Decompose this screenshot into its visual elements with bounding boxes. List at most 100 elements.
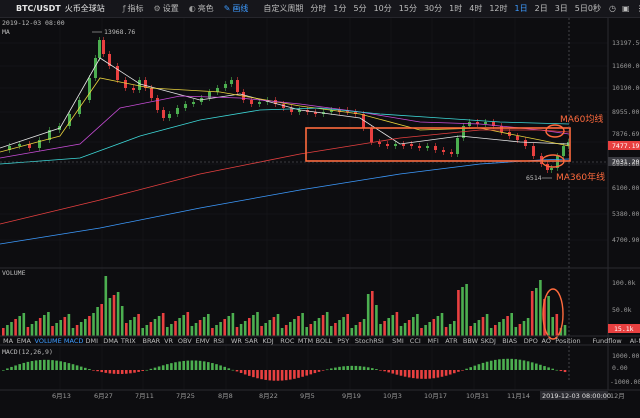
period-tab-4[interactable]: 10分 — [373, 4, 392, 13]
indicator-tab-dma[interactable]: DMA — [103, 337, 119, 345]
candle-body — [386, 144, 389, 146]
indicator-tab-stochrsi[interactable]: StochRSI — [355, 337, 384, 345]
more-icon[interactable]: ⋮ — [636, 4, 640, 13]
indicator-tab-dpo[interactable]: DPO — [524, 337, 538, 345]
macd-bar — [51, 360, 54, 370]
color-button[interactable]: ◐ 亮色 — [189, 3, 214, 14]
chart-area[interactable]: 2019-12-03 08:00 MA 13968.76 6514 MA60均线… — [0, 18, 640, 418]
volume-bar — [26, 327, 30, 336]
period-tab-7[interactable]: 1时 — [449, 4, 463, 13]
volume-bar — [153, 319, 157, 336]
period-tab-8[interactable]: 4时 — [469, 4, 483, 13]
volume-bar — [248, 318, 251, 336]
period-tab-3[interactable]: 5分 — [353, 4, 367, 13]
macd-bar — [211, 363, 214, 370]
indicator-tab-vr[interactable]: VR — [164, 337, 173, 345]
macd-bar — [239, 370, 243, 373]
x-tick-label: 7月25 — [176, 392, 195, 400]
period-tab-12[interactable]: 3日 — [554, 4, 568, 13]
indicator-tab-boll[interactable]: BOLL — [316, 337, 333, 345]
macd-bar — [424, 370, 427, 379]
indicator-tab-sar[interactable]: SAR — [245, 337, 259, 345]
volume-bar — [182, 315, 185, 336]
x-tick-label: 10月3 — [383, 392, 402, 400]
period-tab-13[interactable]: 5日 — [574, 4, 588, 13]
volume-bar — [510, 313, 513, 336]
period-tab-6[interactable]: 30分 — [423, 4, 443, 13]
macd-bar — [563, 370, 567, 373]
indicator-tab-macd[interactable]: MACD — [64, 337, 83, 345]
indicator-tab-wr[interactable]: WR — [231, 337, 242, 345]
period-tab-1[interactable]: 分时 — [310, 4, 327, 13]
chart-toolbar: BTC/USDT 火币全球站 ƒ 指标 ⚙ 设置 ◐ 亮色 ✎ 画线 自定义周期 分时 1分… — [0, 0, 640, 18]
indicator-tab-emv[interactable]: EMV — [196, 337, 211, 345]
indicator-tab-trix[interactable]: TRIX — [120, 337, 136, 345]
cursor-date-tag — [540, 391, 608, 400]
draw-button[interactable]: ✎ 画线 — [224, 3, 249, 14]
volume-bar — [75, 325, 79, 336]
indicator-tab-bias[interactable]: BIAS — [502, 337, 517, 345]
macd-bar — [182, 360, 185, 370]
period-tab-2[interactable]: 1分 — [333, 4, 347, 13]
macd-bar — [256, 370, 259, 379]
indicator-tab-brar[interactable]: BRAR — [143, 337, 161, 345]
volume-bar — [444, 327, 448, 336]
indicator-tab-mfi[interactable]: MFI — [428, 337, 439, 345]
indicator-tab-fundflow[interactable]: Fundflow — [593, 337, 623, 345]
macd-bar — [547, 367, 550, 370]
volume-bar — [461, 287, 464, 336]
indicator-tab-ma[interactable]: MA — [3, 337, 14, 345]
symbol-label[interactable]: BTC/USDT — [16, 4, 61, 13]
indicator-tab-rsi[interactable]: RSI — [213, 337, 224, 345]
x-label-last: 12月 — [610, 392, 625, 400]
indicator-tab-atr[interactable]: ATR — [445, 337, 458, 345]
indicator-tab-bbw[interactable]: BBW — [463, 337, 479, 345]
period-tab-10[interactable]: 1日 — [514, 4, 528, 13]
indicator-tab-smi[interactable]: SMI — [392, 337, 404, 345]
macd-bar — [227, 368, 231, 370]
volume-bar — [272, 317, 276, 336]
indicator-button[interactable]: ƒ 指标 — [123, 3, 144, 14]
clock-icon[interactable]: ◷ — [608, 4, 616, 13]
lock-icon[interactable]: ▣ — [621, 4, 630, 13]
macd-bar — [297, 370, 300, 378]
indicator-tab-obv[interactable]: OBV — [178, 337, 192, 345]
macd-bar — [100, 370, 103, 373]
volume-bar — [43, 315, 46, 336]
settings-button[interactable]: ⚙ 设置 — [154, 3, 179, 14]
candle-body — [314, 112, 317, 114]
volume-bar — [375, 305, 378, 336]
indicator-tab-ema[interactable]: EMA — [17, 337, 32, 345]
macd-bar — [362, 366, 366, 370]
macd-bar — [358, 366, 362, 370]
macd-bar — [166, 364, 169, 370]
macd-bar — [379, 370, 382, 371]
macd-bar — [84, 367, 87, 370]
indicator-tab-dmi[interactable]: DMI — [86, 337, 99, 345]
indicator-tab-ai-netvol[interactable]: AI-NetVOL — [630, 337, 640, 345]
volume-bar — [227, 316, 231, 336]
indicator-tab-position[interactable]: Position — [555, 337, 580, 345]
indicator-tab-ao[interactable]: AO — [542, 337, 551, 345]
candle-body — [370, 128, 373, 142]
ref-price-value: 7031.20 — [612, 158, 639, 166]
period-tab-0[interactable]: 自定义周期 — [263, 4, 304, 13]
candle-body — [138, 80, 141, 90]
indicator-tab-psy[interactable]: PSY — [337, 337, 349, 345]
indicator-tab-volume[interactable]: VOLUME — [35, 337, 62, 345]
period-tabs: 自定义周期 分时 1分 5分 10分 15分 30分 1时 4时 12时 1日 2日 3日 5日 — [256, 3, 588, 14]
indicator-tab-kdj[interactable]: KDJ — [263, 337, 274, 345]
period-tab-11[interactable]: 2日 — [534, 4, 548, 13]
indicator-tab-cci[interactable]: CCI — [410, 337, 421, 345]
indicator-tab-mtm[interactable]: MTM — [298, 337, 313, 345]
candle-body — [236, 80, 239, 92]
indicator-tab-roc[interactable]: ROC — [280, 337, 295, 345]
volume-bar — [338, 320, 341, 336]
x-tick-label: 9月19 — [342, 392, 361, 400]
period-tab-5[interactable]: 15分 — [398, 4, 417, 13]
macd-bar — [161, 365, 165, 370]
volume-bar — [317, 318, 321, 336]
macd-bar — [67, 363, 71, 370]
period-tab-9[interactable]: 12时 — [489, 4, 508, 13]
indicator-tab-skdj[interactable]: SKDJ — [481, 337, 496, 345]
